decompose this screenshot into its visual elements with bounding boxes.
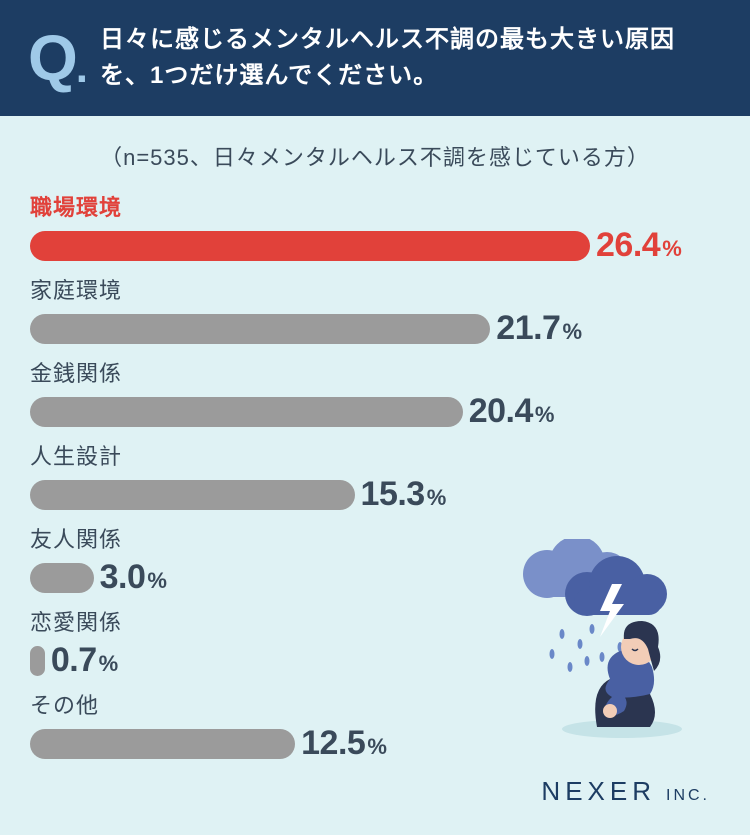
- bar-track: 26.4%: [30, 226, 720, 265]
- bar-row: 人生設計 15.3%: [30, 439, 720, 514]
- q-dot: .: [76, 46, 86, 90]
- bar-fill: [30, 480, 355, 510]
- bar-fill: [30, 231, 590, 261]
- bar-value-number: 20.4: [469, 392, 533, 431]
- bar-fill: [30, 646, 45, 676]
- q-letter: Q: [28, 26, 76, 90]
- bar-track: 20.4%: [30, 392, 720, 431]
- percent-symbol: %: [427, 485, 446, 511]
- bar-value: 3.0%: [100, 558, 167, 597]
- sad-rain-illustration: [492, 539, 702, 739]
- bar-track: 21.7%: [30, 309, 720, 348]
- question-header: Q. 日々に感じるメンタルヘルス不調の最も大きい原因を、1つだけ選んでください。: [0, 0, 750, 116]
- bar-fill: [30, 314, 490, 344]
- percent-symbol: %: [662, 236, 681, 262]
- bar-fill: [30, 397, 463, 427]
- bar-value-number: 12.5: [301, 724, 365, 763]
- bar-value-number: 21.7: [496, 309, 560, 348]
- bar-value: 12.5%: [301, 724, 386, 763]
- bar-row: 職場環境 26.4%: [30, 190, 720, 265]
- bar-fill: [30, 729, 295, 759]
- bar-label: 職場環境: [30, 190, 720, 222]
- bar-value: 21.7%: [496, 309, 581, 348]
- bar-label: 人生設計: [30, 439, 720, 471]
- bar-value-number: 3.0: [100, 558, 146, 597]
- sample-subtitle: （n=535、日々メンタルヘルス不調を感じている方）: [0, 140, 750, 172]
- q-mark: Q.: [28, 26, 86, 90]
- percent-symbol: %: [367, 734, 386, 760]
- brand-inc: INC.: [666, 787, 710, 805]
- brand-name: NEXER: [541, 776, 656, 807]
- bar-label: 金銭関係: [30, 356, 720, 388]
- bar-track: 15.3%: [30, 475, 720, 514]
- question-text: 日々に感じるメンタルヘルス不調の最も大きい原因を、1つだけ選んでください。: [100, 22, 720, 94]
- bar-value-number: 26.4: [596, 226, 660, 265]
- bar-label: 家庭環境: [30, 273, 720, 305]
- footer-brand: NEXER INC.: [541, 776, 710, 807]
- bar-value: 20.4%: [469, 392, 554, 431]
- bar-value: 0.7%: [51, 641, 118, 680]
- bar-value: 15.3%: [361, 475, 446, 514]
- percent-symbol: %: [562, 319, 581, 345]
- percent-symbol: %: [99, 651, 118, 677]
- bar-value-number: 0.7: [51, 641, 97, 680]
- bar-value-number: 15.3: [361, 475, 425, 514]
- percent-symbol: %: [147, 568, 166, 594]
- bar-row: 家庭環境 21.7%: [30, 273, 720, 348]
- bar-value: 26.4%: [596, 226, 681, 265]
- percent-symbol: %: [535, 402, 554, 428]
- bar-fill: [30, 563, 94, 593]
- bar-row: 金銭関係 20.4%: [30, 356, 720, 431]
